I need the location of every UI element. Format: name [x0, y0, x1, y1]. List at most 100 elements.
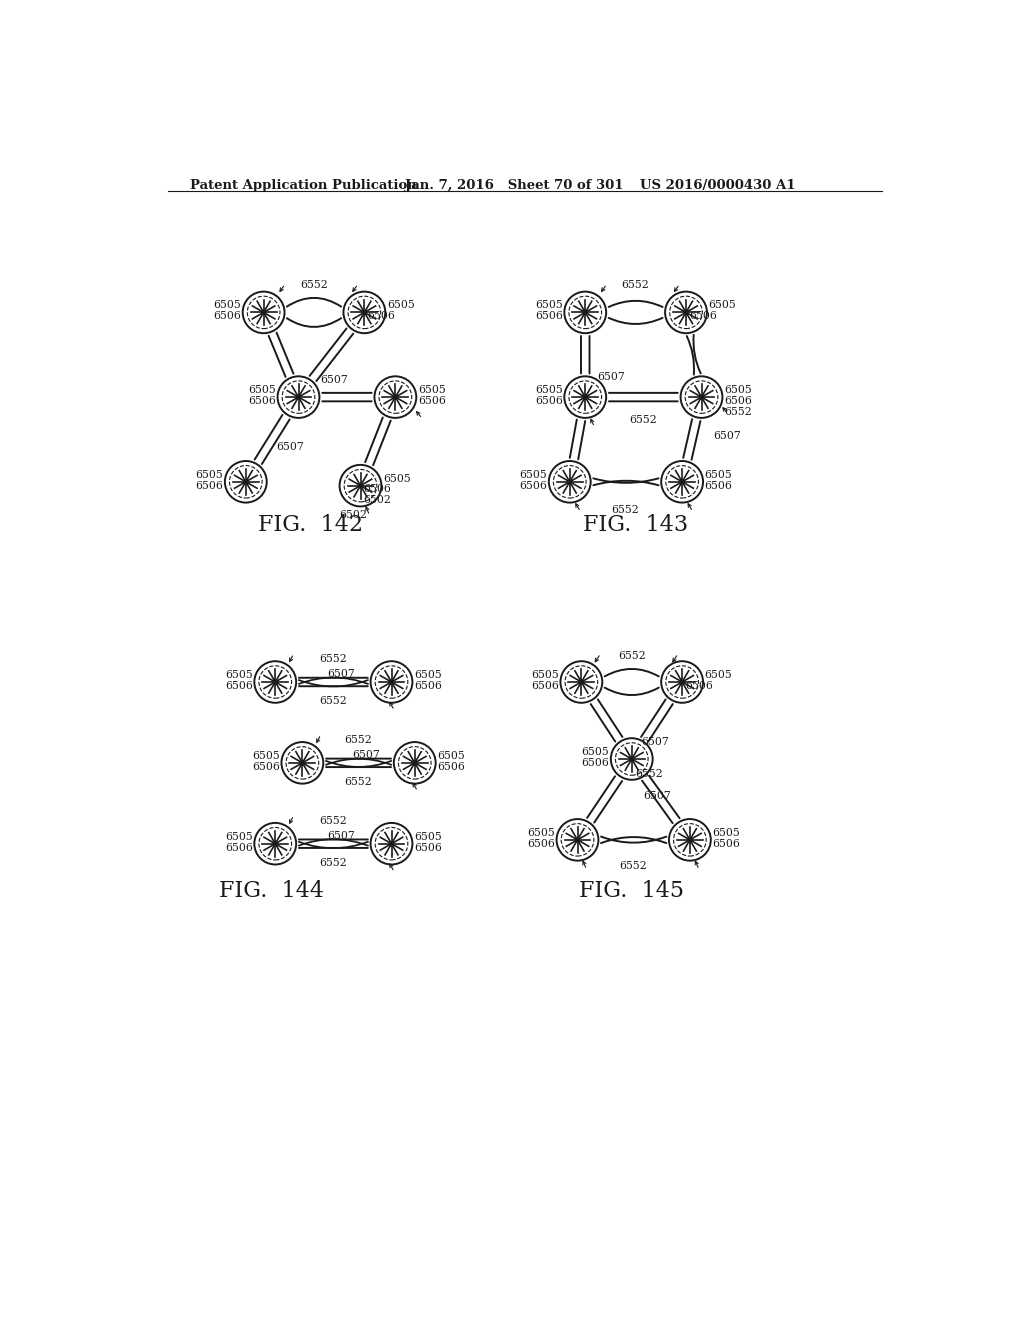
- FancyArrowPatch shape: [645, 779, 676, 821]
- Text: 6507: 6507: [352, 750, 380, 760]
- FancyArrowPatch shape: [309, 329, 346, 376]
- Text: 6507: 6507: [276, 442, 304, 453]
- Circle shape: [560, 661, 602, 702]
- Text: 6505: 6505: [225, 671, 253, 680]
- Text: 6552: 6552: [724, 407, 752, 417]
- Circle shape: [394, 742, 435, 784]
- Text: 6506: 6506: [531, 681, 559, 690]
- Text: 6505: 6505: [724, 385, 752, 395]
- FancyArrowPatch shape: [593, 480, 658, 486]
- Circle shape: [375, 376, 417, 418]
- FancyArrowPatch shape: [641, 700, 666, 737]
- Circle shape: [557, 818, 598, 861]
- Text: 6505: 6505: [709, 301, 736, 310]
- Text: 6552: 6552: [611, 504, 639, 515]
- FancyArrowPatch shape: [601, 837, 667, 843]
- FancyArrowPatch shape: [591, 779, 618, 820]
- Text: 6505: 6505: [705, 470, 732, 480]
- Text: 6552: 6552: [620, 861, 647, 871]
- Text: 6505: 6505: [387, 301, 415, 310]
- Text: 6552: 6552: [319, 816, 347, 825]
- FancyArrowPatch shape: [299, 677, 368, 684]
- Text: 6507: 6507: [321, 375, 348, 385]
- Text: 6502: 6502: [364, 495, 391, 506]
- FancyArrowPatch shape: [645, 702, 670, 739]
- FancyArrowPatch shape: [366, 417, 383, 462]
- FancyArrowPatch shape: [594, 781, 623, 822]
- Text: 6506: 6506: [368, 312, 395, 321]
- Text: 6552: 6552: [344, 735, 372, 744]
- Circle shape: [680, 480, 684, 483]
- FancyArrowPatch shape: [313, 331, 350, 379]
- Text: 6505: 6505: [519, 470, 547, 480]
- FancyArrowPatch shape: [326, 759, 391, 764]
- Circle shape: [699, 395, 703, 399]
- Text: FIG.  142: FIG. 142: [258, 515, 362, 536]
- Text: 6552: 6552: [319, 653, 347, 664]
- Text: 6506: 6506: [225, 842, 253, 853]
- FancyArrowPatch shape: [255, 414, 283, 459]
- Text: 6507: 6507: [328, 832, 355, 841]
- Circle shape: [584, 310, 587, 314]
- FancyArrowPatch shape: [262, 420, 290, 465]
- FancyArrowPatch shape: [272, 334, 290, 375]
- Text: 6552: 6552: [635, 768, 663, 779]
- Circle shape: [564, 376, 606, 418]
- Text: 6505: 6505: [535, 385, 563, 395]
- Circle shape: [262, 310, 265, 314]
- Circle shape: [564, 292, 606, 333]
- Text: 6507: 6507: [641, 737, 669, 747]
- Text: 6505: 6505: [705, 671, 732, 680]
- FancyArrowPatch shape: [287, 298, 341, 306]
- FancyArrowPatch shape: [601, 837, 667, 842]
- Circle shape: [278, 376, 319, 418]
- Text: 6552: 6552: [617, 651, 645, 661]
- FancyArrowPatch shape: [605, 669, 658, 676]
- FancyArrowPatch shape: [569, 420, 577, 458]
- Text: 6505: 6505: [383, 474, 411, 483]
- Circle shape: [662, 661, 703, 702]
- Text: 6506: 6506: [248, 396, 276, 407]
- Text: 6506: 6506: [364, 484, 391, 495]
- Circle shape: [244, 480, 248, 483]
- FancyArrowPatch shape: [287, 318, 341, 327]
- Circle shape: [575, 838, 580, 842]
- Text: 6506: 6506: [225, 681, 253, 690]
- Text: US 2016/0000430 A1: US 2016/0000430 A1: [640, 180, 795, 193]
- Circle shape: [669, 818, 711, 861]
- Text: 6505: 6505: [248, 385, 276, 395]
- Text: 6507: 6507: [713, 430, 741, 441]
- Circle shape: [681, 376, 722, 418]
- Text: 6506: 6506: [527, 838, 555, 849]
- Text: 6552: 6552: [622, 280, 649, 289]
- Text: 6506: 6506: [414, 681, 441, 690]
- Circle shape: [371, 661, 413, 702]
- FancyArrowPatch shape: [579, 421, 585, 459]
- Text: 6506: 6506: [689, 312, 717, 321]
- Circle shape: [665, 292, 707, 333]
- FancyArrowPatch shape: [598, 700, 623, 737]
- Circle shape: [389, 680, 393, 684]
- Circle shape: [254, 822, 296, 865]
- Text: 6505: 6505: [713, 828, 740, 838]
- Text: 6502: 6502: [339, 510, 367, 520]
- Text: 6507: 6507: [643, 791, 671, 801]
- Text: 6506: 6506: [535, 396, 563, 407]
- Text: 6506: 6506: [414, 842, 441, 853]
- Text: 6507: 6507: [597, 372, 625, 381]
- FancyArrowPatch shape: [690, 335, 697, 374]
- FancyArrowPatch shape: [608, 301, 663, 308]
- Text: 6506: 6506: [213, 312, 241, 321]
- Circle shape: [225, 461, 266, 503]
- FancyArrowPatch shape: [608, 318, 663, 323]
- FancyArrowPatch shape: [574, 420, 581, 458]
- Text: 6506: 6506: [437, 762, 465, 772]
- Text: 6506: 6506: [196, 480, 223, 491]
- Circle shape: [611, 738, 652, 780]
- Text: FIG.  143: FIG. 143: [583, 515, 688, 536]
- Circle shape: [662, 461, 703, 503]
- Circle shape: [343, 292, 385, 333]
- Text: 6505: 6505: [196, 470, 223, 480]
- Text: 6552: 6552: [344, 777, 372, 787]
- Circle shape: [243, 292, 285, 333]
